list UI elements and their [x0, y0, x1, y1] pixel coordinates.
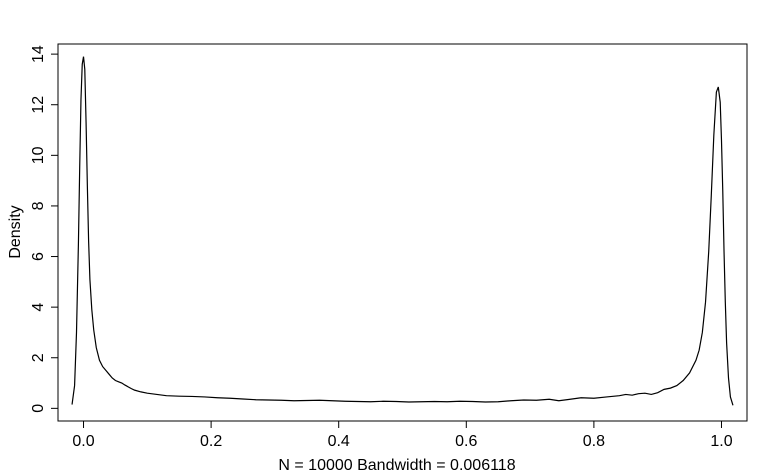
y-axis-label: Density — [7, 205, 24, 258]
y-tick-label: 10 — [30, 146, 47, 164]
x-tick-label: 0.4 — [328, 433, 350, 450]
plot-box — [57, 43, 748, 422]
y-axis: 0 2 4 6 8 10 12 14 — [30, 45, 59, 413]
y-tick-label: 14 — [30, 45, 47, 63]
x-axis: 0.0 0.2 0.4 0.6 0.8 1.0 — [72, 420, 733, 450]
density-line — [71, 56, 734, 406]
x-tick-label: 0.2 — [200, 433, 222, 450]
x-tick-label: 0.0 — [72, 433, 94, 450]
x-tick-label: 0.8 — [583, 433, 605, 450]
x-axis-label: N = 10000 Bandwidth = 0.006118 — [278, 457, 515, 474]
y-tick-label: 4 — [30, 303, 47, 312]
y-tick-label: 2 — [30, 353, 47, 362]
x-tick-label: 1.0 — [710, 433, 732, 450]
y-tick-label: 8 — [30, 201, 47, 210]
y-tick-label: 6 — [30, 252, 47, 261]
y-tick-label: 12 — [30, 96, 47, 114]
y-tick-label: 0 — [30, 404, 47, 413]
x-tick-label: 0.6 — [455, 433, 477, 450]
